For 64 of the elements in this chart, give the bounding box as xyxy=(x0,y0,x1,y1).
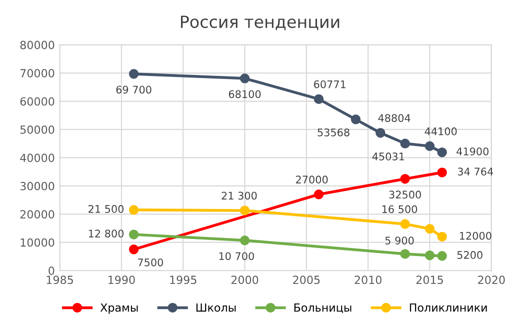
point xyxy=(314,190,324,200)
x-tick-label: 2005 xyxy=(293,276,320,284)
data-label: 60771 xyxy=(314,80,346,88)
point xyxy=(128,205,139,215)
data-label: 16 500 xyxy=(382,205,418,214)
x-tick-label: 2000 xyxy=(231,276,258,284)
data-label: 21 300 xyxy=(222,192,257,200)
data-label: 12 800 xyxy=(88,230,124,238)
x-tick-label: 2010 xyxy=(354,276,382,284)
point xyxy=(240,74,250,84)
point xyxy=(128,244,139,254)
y-tick-label: 20000 xyxy=(20,210,54,219)
data-label: 53568 xyxy=(318,128,350,136)
point xyxy=(400,138,410,148)
point xyxy=(400,174,410,184)
y-tick-label: 80000 xyxy=(20,40,54,50)
point xyxy=(240,206,250,216)
point xyxy=(350,114,361,124)
y-tick-label: 40000 xyxy=(20,154,54,162)
data-label: 21 500 xyxy=(88,205,124,213)
data-label: 68100 xyxy=(228,90,261,98)
legend-label: Школы xyxy=(196,304,236,312)
y-tick-label: 60000 xyxy=(20,97,54,106)
point xyxy=(400,219,410,229)
data-label: 44100 xyxy=(424,127,457,136)
x-tick-label: 1985 xyxy=(46,276,73,284)
legend-label: Храмы xyxy=(100,304,138,314)
data-label: 69 700 xyxy=(116,86,152,94)
point xyxy=(437,251,447,261)
point xyxy=(437,232,447,242)
data-label: 7500 xyxy=(138,258,164,266)
point xyxy=(437,168,447,178)
point xyxy=(424,250,435,260)
point xyxy=(128,230,139,240)
y-tick-label: 30000 xyxy=(20,182,54,190)
data-label: 41900 xyxy=(456,147,489,156)
data-label: 5 900 xyxy=(385,236,414,244)
x-tick-label: 2020 xyxy=(478,276,505,284)
data-label: 12000 xyxy=(460,232,492,240)
y-tick-label: 70000 xyxy=(20,69,54,78)
data-label: 34 764 xyxy=(458,168,494,176)
point xyxy=(240,236,250,246)
point xyxy=(424,224,435,234)
point xyxy=(314,94,324,104)
point xyxy=(128,69,139,79)
y-tick-label: 10000 xyxy=(20,238,54,247)
data-label: 45031 xyxy=(372,152,404,160)
x-tick-label: 2015 xyxy=(416,276,443,284)
y-tick-label: 50000 xyxy=(20,125,54,134)
point xyxy=(376,128,386,138)
point xyxy=(437,147,447,158)
data-label: 10 700 xyxy=(219,252,254,260)
data-label: 32500 xyxy=(389,190,421,199)
data-label: 27000 xyxy=(296,176,328,184)
y-tick-label: 0 xyxy=(48,266,54,275)
data-label: 5200 xyxy=(457,251,482,259)
legend-label: Больницы xyxy=(294,304,352,314)
point xyxy=(400,249,410,259)
chart-title: Россия тенденции xyxy=(181,16,340,30)
legend-label: Поликлиники xyxy=(410,304,487,312)
data-label: 48804 xyxy=(378,114,410,122)
x-tick-label: 1990 xyxy=(108,276,135,284)
x-tick-label: 1995 xyxy=(170,276,196,284)
point xyxy=(424,141,435,151)
